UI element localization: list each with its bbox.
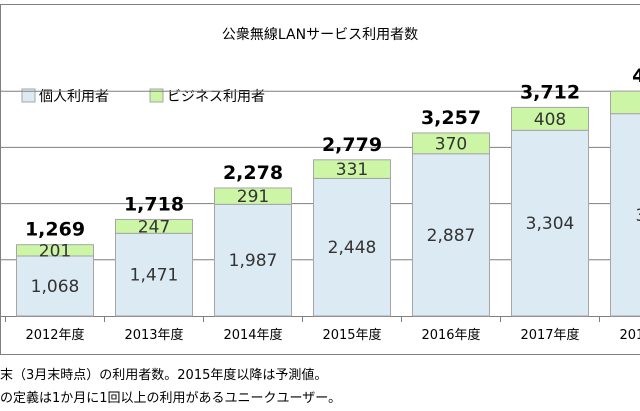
- legend-swatch-personal: [21, 88, 36, 103]
- data-label-business: 370: [435, 134, 467, 154]
- data-label-business: 291: [237, 187, 269, 207]
- chart-frame: [0, 4, 640, 355]
- x-tick-label: 2017年度: [520, 327, 579, 343]
- x-tick-label: 2014年度: [223, 327, 282, 343]
- legend: 個人利用者 ビジネス利用者: [21, 88, 265, 105]
- total-label: 3,712: [520, 81, 580, 103]
- bar-business: [511, 106, 589, 131]
- total-label: 3,257: [421, 107, 481, 129]
- footnote-1: 末（3月末時点）の利用者数。2015年度以降は予測値。: [0, 368, 328, 383]
- bar-business: [115, 218, 193, 234]
- legend-label-business: ビジネス利用者: [167, 89, 265, 105]
- x-tick-label: 2018年度: [619, 327, 640, 343]
- data-label-personal: 2,448: [328, 238, 377, 258]
- bar-business: [313, 159, 391, 179]
- data-label-business: 201: [39, 241, 71, 261]
- bar-personal: [16, 255, 94, 317]
- bar-personal: [610, 113, 640, 317]
- data-label-business: 331: [336, 160, 368, 180]
- bar-personal: [412, 153, 490, 317]
- data-label-personal: 2,887: [427, 226, 476, 246]
- data-label-personal: 1,471: [130, 266, 179, 286]
- data-label-business: 408: [534, 110, 566, 130]
- total-label: 1,718: [124, 193, 184, 215]
- total-label: 1,269: [25, 219, 85, 241]
- footnote-2: の定義は1か月に1回以上の利用があるユニークユーザー。: [0, 391, 342, 406]
- data-label-personal: 1,987: [229, 251, 278, 271]
- x-tick-label: 2013年度: [124, 327, 183, 343]
- data-label-personal: 3,304: [526, 214, 575, 234]
- legend-swatch-business: [149, 88, 164, 103]
- bar-business: [214, 187, 292, 205]
- bar-business: [16, 244, 94, 257]
- x-axis-ticks: 2012年度 2013年度 2014年度 2015年度 2016年度 2017年度 2018…: [5, 316, 640, 343]
- bar-personal: [214, 203, 292, 317]
- bar-business: [412, 132, 490, 155]
- bar-personal: [313, 177, 391, 317]
- bar-personal: [511, 129, 589, 317]
- x-tick-label: 2015年度: [322, 327, 381, 343]
- x-tick-label: 2016年度: [421, 327, 480, 343]
- bar-business: [610, 90, 640, 115]
- data-label-personal: 1,068: [31, 277, 80, 297]
- data-label-personal: 3,6: [635, 206, 640, 226]
- legend-label-personal: 個人利用者: [39, 89, 109, 105]
- total-label: 4,0: [632, 65, 640, 87]
- chart-title: 公衆無線LANサービス利用者数: [222, 27, 418, 43]
- total-label: 2,779: [322, 134, 382, 156]
- x-tick-label: 2012年度: [25, 327, 84, 343]
- data-label-business: 247: [138, 217, 170, 237]
- bar-personal: [115, 232, 193, 317]
- total-label: 2,278: [223, 162, 283, 184]
